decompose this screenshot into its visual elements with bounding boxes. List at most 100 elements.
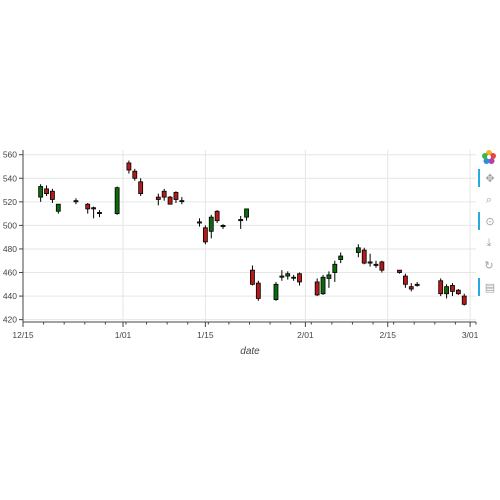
candle <box>250 265 255 286</box>
candle-body <box>73 200 79 203</box>
candle-body <box>44 188 49 194</box>
candle <box>38 184 44 202</box>
x-axis-title: date <box>240 346 260 357</box>
candle <box>73 198 79 205</box>
candle-body <box>114 187 120 215</box>
candle-body <box>314 281 320 296</box>
candle-body <box>285 273 291 277</box>
candle <box>279 270 285 281</box>
x-tick-label: 2/15 <box>379 330 396 340</box>
candle <box>132 168 138 181</box>
pan-icon[interactable]: ✥ <box>478 169 500 187</box>
candle-body <box>38 186 44 198</box>
candle <box>355 244 361 258</box>
box-zoom-icon[interactable]: ⌕ <box>485 193 493 206</box>
candle-body <box>214 210 220 222</box>
candle <box>326 271 332 288</box>
candle <box>397 269 402 274</box>
candle <box>438 278 444 297</box>
candle-body <box>461 295 467 305</box>
candle-body <box>167 196 173 205</box>
candle-body <box>444 286 449 295</box>
candle-body <box>155 196 161 200</box>
candle-body <box>450 285 455 292</box>
candle-body <box>202 227 208 243</box>
candle-body <box>332 263 338 273</box>
candle <box>55 203 61 214</box>
candle <box>338 252 344 264</box>
candle <box>238 215 244 229</box>
candle-body <box>179 200 185 203</box>
y-tick-label: 440 <box>3 291 17 301</box>
candle-body <box>220 224 226 227</box>
candle-body <box>297 273 302 283</box>
candle <box>155 193 161 206</box>
candle <box>414 281 420 287</box>
y-tick-label: 460 <box>3 268 17 278</box>
candle-body <box>373 263 379 266</box>
candle <box>361 247 367 265</box>
candle-body <box>408 286 414 290</box>
candle-body <box>355 247 361 253</box>
candle <box>297 272 302 286</box>
reset-icon[interactable]: ↻ <box>484 258 494 272</box>
wheel-zoom-icon[interactable]: ⊙ <box>478 212 500 230</box>
hover-icon[interactable]: ▤ <box>478 278 500 296</box>
candle <box>126 160 132 174</box>
x-tick-label: 2/01 <box>297 330 314 340</box>
candle <box>161 188 167 201</box>
candle-body <box>126 162 132 171</box>
y-tick-label: 520 <box>3 197 17 207</box>
y-tick-label: 480 <box>3 244 17 254</box>
candle <box>173 191 179 204</box>
candle-body <box>255 282 261 299</box>
x-tick-label: 3/01 <box>462 330 479 340</box>
candle <box>291 274 297 281</box>
candle-body <box>91 207 96 210</box>
candle-body <box>379 261 385 271</box>
candle-body <box>438 280 444 295</box>
candle <box>220 224 226 229</box>
candle <box>244 208 249 221</box>
candle <box>403 273 408 288</box>
candle <box>50 188 55 204</box>
save-icon[interactable]: ⤓ <box>486 236 492 249</box>
candle <box>450 283 455 297</box>
candle <box>314 278 320 297</box>
candle <box>367 253 373 267</box>
candle-body <box>50 190 55 200</box>
candle <box>408 283 414 292</box>
candle <box>214 210 220 224</box>
candle-body <box>397 269 402 273</box>
candle <box>179 197 185 205</box>
candle <box>332 260 338 282</box>
candle-body <box>132 170 138 179</box>
axes: 420 440 460 480 500 520 540 560 12/15 1/01 1/15 2/0… <box>3 150 479 340</box>
candle-body <box>55 203 61 212</box>
candle <box>138 178 144 196</box>
candle-body <box>97 212 102 215</box>
candle-body <box>361 249 367 264</box>
candle-body <box>250 269 255 285</box>
candle <box>273 281 279 301</box>
y-tick-label: 540 <box>3 173 17 183</box>
candle <box>114 186 120 215</box>
candle-body <box>279 275 285 278</box>
candle-body <box>238 219 244 222</box>
candle <box>320 274 326 295</box>
candle-body <box>326 274 332 279</box>
candle <box>461 293 467 306</box>
x-tick-label: 12/15 <box>12 330 34 340</box>
candle-body <box>455 289 461 295</box>
candle-body <box>338 255 344 260</box>
candle-body <box>403 275 408 285</box>
grid <box>22 150 476 322</box>
candle <box>373 260 379 268</box>
candle-body <box>320 276 326 295</box>
candle <box>255 280 261 301</box>
bokeh-logo-icon[interactable] <box>478 148 500 166</box>
candle <box>44 185 49 196</box>
candle-body <box>208 216 214 232</box>
candle <box>455 289 461 295</box>
